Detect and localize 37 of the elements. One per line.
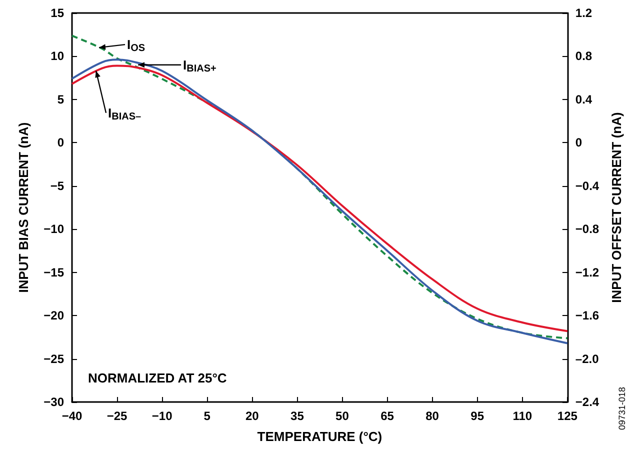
y2-tick-label: 0.8	[575, 49, 592, 64]
y-tick-label: 5	[57, 92, 64, 106]
y-tick-label: −15	[44, 265, 64, 280]
y-tick-label: −5	[50, 178, 64, 193]
x-tick-label: 125	[557, 409, 578, 423]
y2-tick-label: −1.6	[575, 308, 600, 323]
y-axis-title: INPUT BIAS CURRENT (nA)	[16, 122, 31, 293]
x-tick-label: −10	[152, 409, 173, 423]
y2-tick-label: 0	[575, 136, 582, 150]
x-tick-label: −25	[106, 409, 128, 423]
y2-tick-label: −0.4	[575, 178, 600, 193]
y2-tick-label: –2.0	[575, 352, 600, 366]
x-tick-label: −40	[62, 409, 82, 423]
text: 09731-018	[617, 386, 627, 430]
x-tick-label: 5	[204, 409, 211, 423]
x-tick-label: 35	[290, 409, 304, 423]
x-tick-label: 80	[426, 409, 440, 423]
y-tick-label: 0	[57, 136, 64, 150]
y-tick-label: −30	[44, 395, 64, 409]
x-tick-label: 20	[245, 409, 260, 423]
x-tick-label: 95	[470, 409, 484, 423]
y2-tick-label: 0.4	[575, 92, 592, 106]
y-tick-label: −25	[44, 352, 64, 366]
y2-tick-label: 1.2	[575, 6, 592, 20]
y-tick-label: 15	[50, 6, 64, 20]
y2-tick-label: −2.4	[575, 395, 600, 409]
x-axis-title: TEMPERATURE (°C)	[257, 429, 382, 444]
annotation: NORMALIZED AT 25°C	[88, 370, 228, 386]
x-tick-label: 65	[380, 409, 394, 423]
y2-tick-label: −1.2	[575, 265, 600, 280]
x-tick-label: 50	[336, 409, 350, 423]
y2-tick-label: −0.8	[575, 222, 600, 236]
y2-axis-title: INPUT OFFSET CURRENT (nA)	[609, 112, 624, 303]
y-tick-label: −20	[44, 308, 64, 323]
y-tick-label: 10	[50, 49, 64, 64]
y-tick-label: −10	[44, 222, 64, 236]
x-tick-label: 110	[512, 409, 532, 423]
